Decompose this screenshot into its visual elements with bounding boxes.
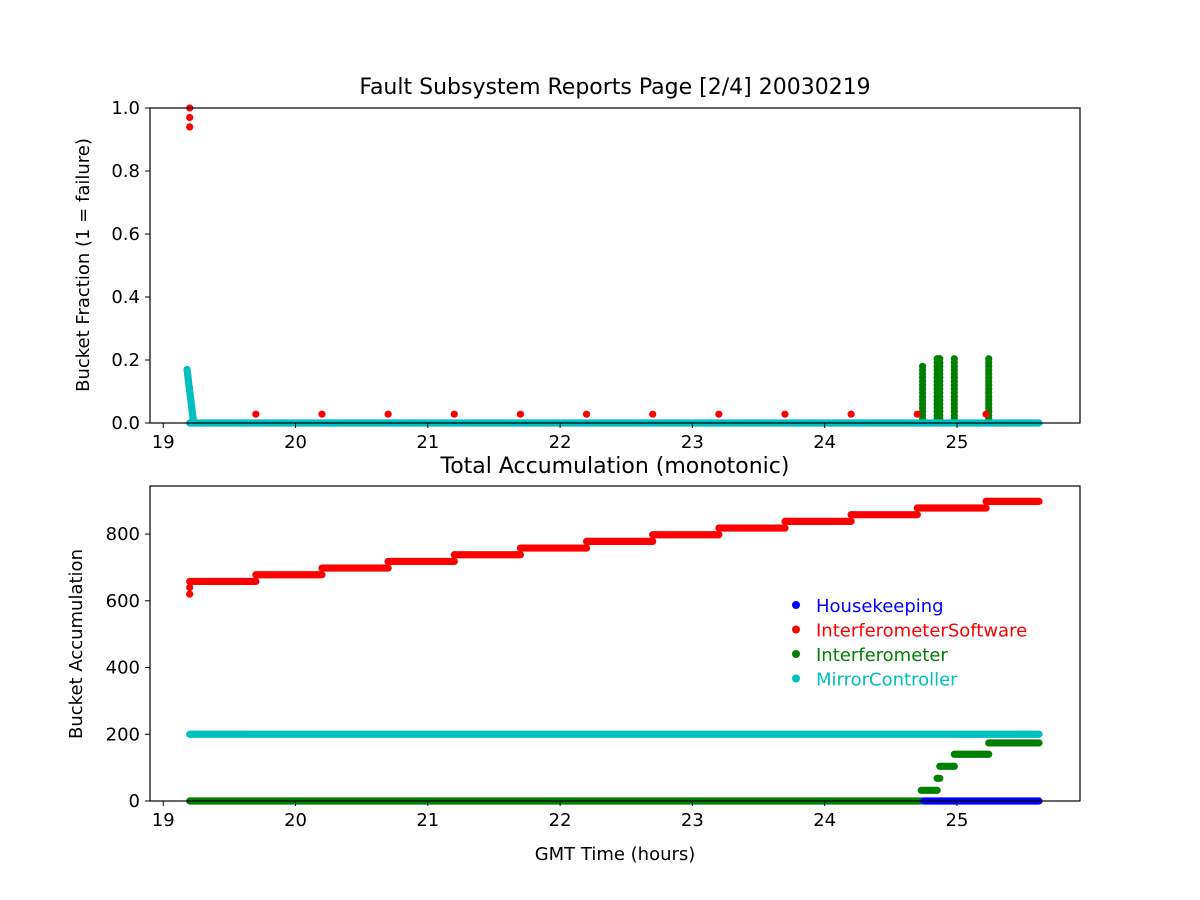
top-xtick-label-24: 24	[813, 432, 836, 453]
bottom-xtick-label-24: 24	[813, 810, 836, 831]
top-interferometersoftware-point-11	[781, 410, 789, 418]
bottom-xtick-label-20: 20	[284, 810, 307, 831]
top-chart-title: Fault Subsystem Reports Page [2/4] 20030…	[359, 75, 870, 100]
top-ytick-label-5: 1.0	[111, 98, 140, 119]
top-interferometersoftware-point-4	[318, 410, 326, 418]
legend-marker-interferometersoftware	[792, 625, 800, 634]
bottom-frame	[149, 485, 1081, 802]
bottom-xtick-label-19: 19	[152, 810, 175, 831]
bottom-interferometersoftware-start-point-0	[186, 590, 194, 598]
bottom-xtick-label-25: 25	[946, 810, 969, 831]
top-xtick-label-22: 22	[549, 432, 572, 453]
top-interferometersoftware-point-9	[649, 410, 657, 418]
bottom-interferometersoftware-start-point-1	[186, 583, 194, 592]
top-interferometer-point-4-17	[985, 355, 993, 363]
top-chart-ylabel: Bucket Fraction (1 = failure)	[73, 138, 94, 392]
top-interferometersoftware-point-6	[450, 410, 458, 418]
bottom-chart-legend: Housekeeping InterferometerSoftware Interf…	[792, 596, 1027, 691]
bottom-xtick-label-21: 21	[416, 810, 439, 831]
legend-marker-housekeeping	[792, 601, 800, 609]
top-frame	[149, 107, 1081, 424]
bottom-chart-xlabel: GMT Time (hours)	[535, 844, 696, 865]
bottom-ytick-label-0: 0	[129, 791, 140, 812]
legend-label-mirrorcontroller: MirrorController	[816, 670, 958, 691]
top-chart-axes: 19 20 21 22 23 24 25 0.0 0.2 0.4 0.6 0.8 1.0	[111, 98, 1081, 453]
bottom-ytick-label-2: 400	[106, 658, 140, 679]
top-interferometersoftware-point-12	[847, 410, 855, 418]
top-interferometersoftware-point-14	[982, 410, 990, 418]
top-xtick-label-19: 19	[152, 432, 175, 453]
top-interferometersoftware-point-8	[582, 410, 591, 418]
top-ytick-label-2: 0.4	[111, 287, 140, 308]
top-interferometersoftware-point-2	[186, 123, 194, 131]
top-ytick-label-4: 0.8	[111, 161, 140, 182]
bottom-chart-title: Total Accumulation (monotonic)	[440, 454, 790, 479]
bottom-xtick-label-23: 23	[681, 810, 704, 831]
top-ytick-label-3: 0.6	[111, 224, 140, 245]
top-interferometer-point-3-17	[950, 355, 958, 363]
top-chart: Fault Subsystem Reports Page [2/4] 20030…	[73, 75, 1081, 453]
top-interferometersoftware-point-3	[252, 410, 260, 418]
top-xtick-label-23: 23	[681, 432, 704, 453]
top-xtick-label-21: 21	[416, 432, 439, 453]
top-interferometersoftware-point-10	[715, 410, 723, 418]
top-interferometersoftware-point-5	[384, 410, 392, 418]
legend-label-interferometer: Interferometer	[816, 645, 948, 666]
legend-label-interferometersoftware: InterferometerSoftware	[816, 621, 1027, 642]
top-interferometer-point-0-15	[918, 362, 927, 370]
bottom-chart-axes: 19 20 21 22 23 24 25 0 200 400 600 800	[106, 485, 1081, 831]
legend-marker-interferometer	[792, 650, 800, 658]
bottom-ytick-label-1: 200	[106, 724, 140, 745]
bottom-ytick-label-4: 800	[106, 524, 140, 545]
top-interferometersoftware-point-1	[186, 113, 194, 122]
bottom-xtick-label-22: 22	[549, 810, 572, 831]
legend-label-housekeeping: Housekeeping	[816, 596, 944, 617]
top-interferometer-point-2-17	[936, 355, 944, 363]
legend-marker-mirrorcontroller	[792, 674, 800, 683]
top-xtick-label-20: 20	[284, 432, 307, 453]
bottom-chart: Total Accumulation (monotonic) Bucket Ac…	[66, 454, 1081, 865]
bottom-ytick-label-3: 600	[106, 591, 140, 612]
top-xtick-label-25: 25	[946, 432, 969, 453]
top-interferometersoftware-point-13	[913, 410, 921, 418]
top-interferometersoftware-point-7	[516, 410, 525, 418]
top-ytick-label-0: 0.0	[111, 413, 140, 434]
top-ytick-label-1: 0.2	[111, 350, 140, 371]
bottom-chart-ylabel: Bucket Accumulation	[66, 549, 87, 739]
